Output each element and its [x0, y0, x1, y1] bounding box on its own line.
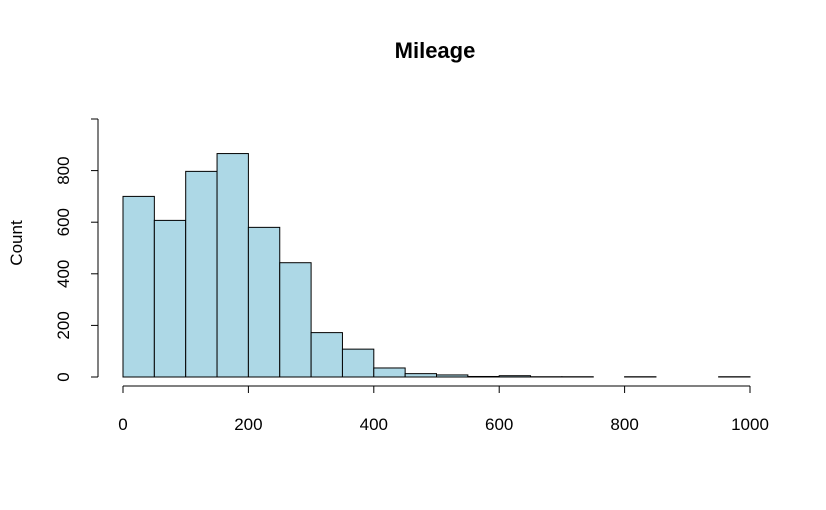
histogram-bar — [404, 373, 437, 378]
y-tick-label: 600 — [54, 208, 73, 236]
histogram-bar — [153, 219, 187, 378]
x-tick-label: 200 — [234, 415, 262, 434]
bars-group — [122, 153, 751, 378]
x-tick-label: 1000 — [731, 415, 769, 434]
y-axis: 0 200 400 600 800 — [54, 118, 99, 382]
histogram-bar — [341, 348, 375, 378]
histogram-bar — [373, 367, 406, 378]
x-tick-label: 600 — [485, 415, 513, 434]
x-axis: 0 200 400 600 800 1000 — [118, 385, 769, 434]
y-tick-label: 0 — [54, 372, 73, 381]
x-tick-label: 0 — [118, 415, 127, 434]
x-tick-label: 400 — [360, 415, 388, 434]
y-tick-label: 400 — [54, 260, 73, 288]
histogram-bar — [310, 332, 343, 378]
y-axis-label: Count — [7, 220, 26, 266]
histogram-bar — [467, 375, 500, 378]
histogram-bar — [122, 195, 155, 378]
histogram-bar — [436, 374, 469, 378]
histogram-bar — [247, 226, 281, 378]
histogram-bar — [498, 375, 532, 378]
histogram-bar — [279, 262, 312, 378]
x-tick-label: 800 — [610, 415, 638, 434]
chart-title: Mileage — [395, 38, 476, 63]
histogram-bar — [216, 153, 249, 378]
histogram-bar — [185, 170, 218, 378]
y-tick-label: 800 — [54, 156, 73, 184]
y-tick-label: 200 — [54, 311, 73, 339]
